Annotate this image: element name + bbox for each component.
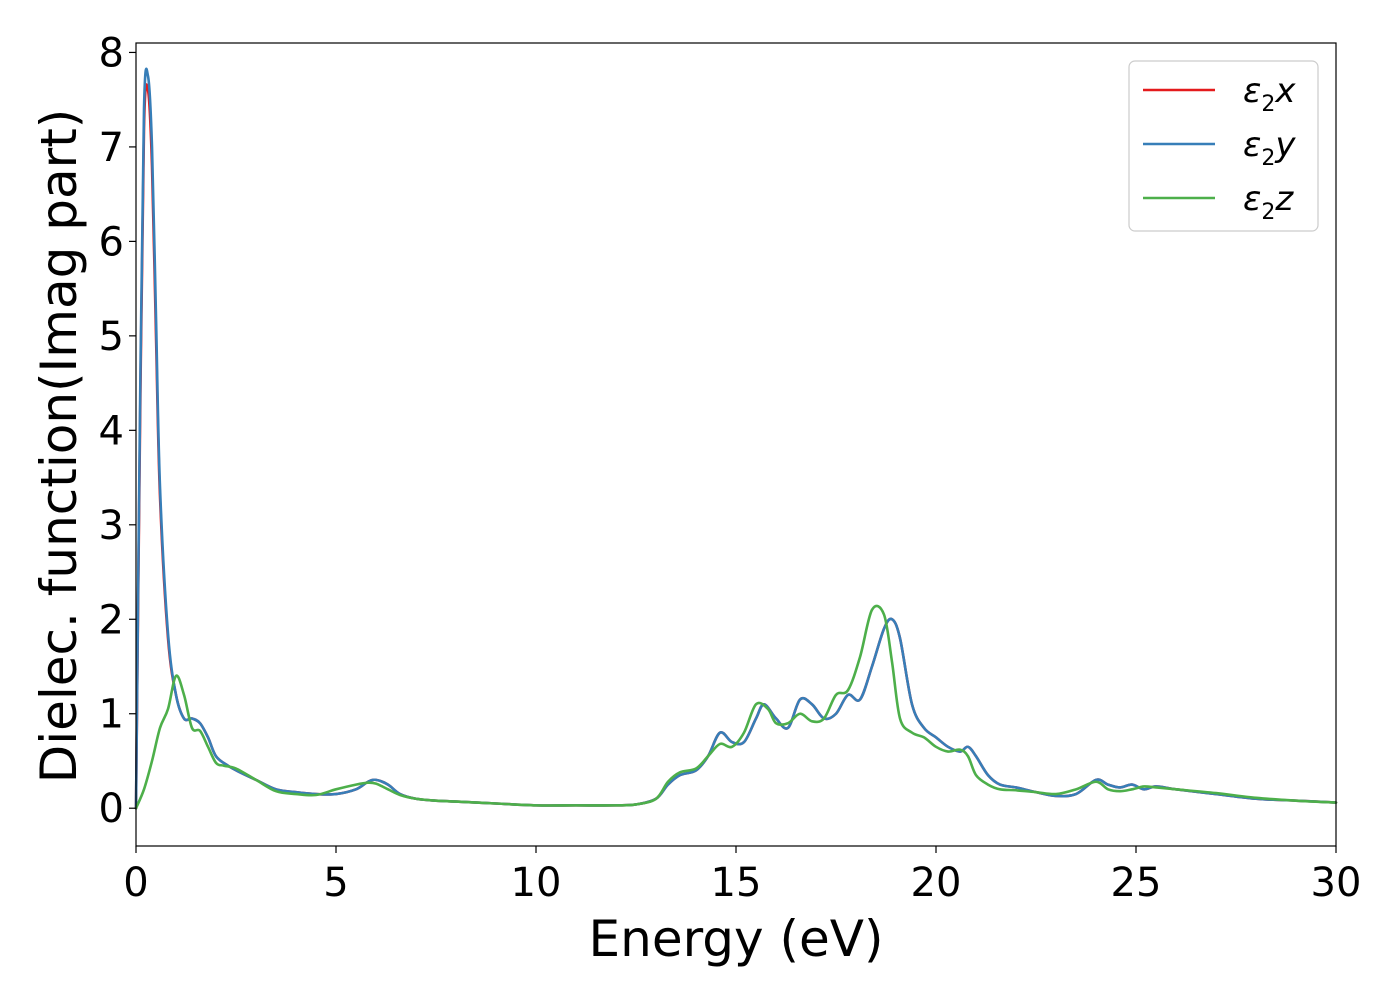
series-line-3 [134,604,1338,810]
legend-box [1128,60,1319,232]
legend: ε2x ε2y ε2z [1128,60,1319,232]
x-tick-label: 5 [323,860,348,906]
x-tick-label: 10 [511,860,562,906]
y-tick-label: 2 [99,597,124,643]
y-tick-label: 5 [99,314,124,360]
x-axis-label: Energy (eV) [589,910,884,968]
y-axis-label: Dielec. function(Imag part) [30,109,88,784]
x-tick-label: 25 [1111,860,1162,906]
x-tick-label: 0 [123,860,148,906]
x-tick-label: 15 [711,860,762,906]
x-tick-label: 20 [911,860,962,906]
y-tick-label: 8 [99,30,124,76]
legend-label-2: ε2y [1243,125,1296,171]
series-layer [134,67,1338,810]
y-tick-label: 3 [99,503,124,549]
y-tick-label: 1 [99,692,124,738]
y-tick-label: 6 [99,219,124,265]
y-tick-label: 0 [99,786,124,832]
x-axis: 0 5 10 15 20 25 30 [123,846,1361,906]
y-tick-label: 4 [99,408,124,454]
y-axis: 0 1 2 3 4 5 6 7 8 [99,30,136,832]
x-tick-label: 30 [1311,860,1362,906]
legend-label-3: ε2z [1243,179,1294,225]
legend-label-1: ε2x [1243,71,1296,117]
y-tick-label: 7 [99,125,124,171]
